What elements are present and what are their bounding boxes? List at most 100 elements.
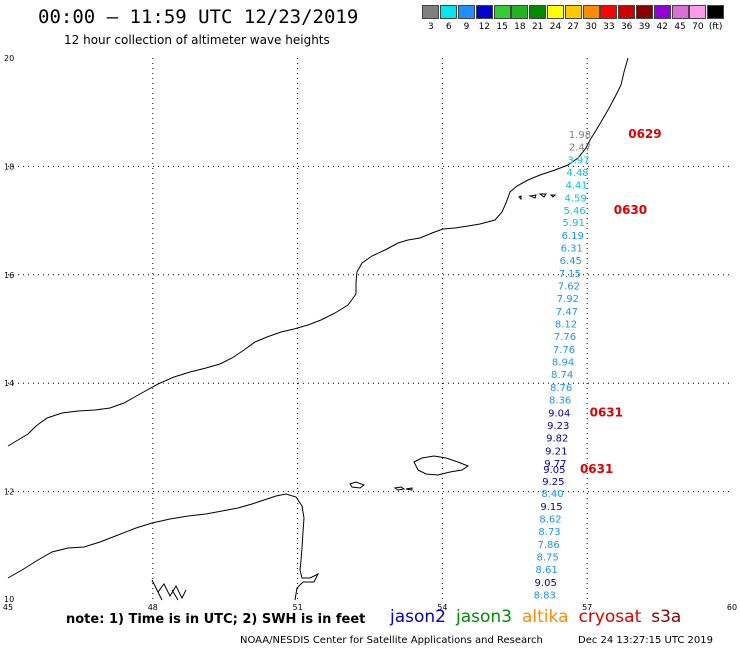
legend-bin: 6 xyxy=(440,5,458,32)
generated-timestamp: Dec 24 13:27:15 UTC 2019 xyxy=(578,635,713,646)
legend-label: 42 xyxy=(656,22,668,32)
wave-height-value: 7.47 xyxy=(556,307,578,318)
legend-swatch xyxy=(707,5,725,19)
pass-time-labels: 0629 0630 0631 0631 xyxy=(580,127,662,476)
legend-label: 9 xyxy=(463,22,470,32)
wave-height-value: 8.40 xyxy=(541,489,563,500)
legend-label: 18 xyxy=(514,22,526,32)
legend-bin: (ft) xyxy=(707,5,725,32)
lon-tick-label: 48 xyxy=(148,603,158,612)
legend-label: 6 xyxy=(445,22,452,32)
abd-al-kuri-island xyxy=(349,481,366,489)
wave-height-value: 5.91 xyxy=(563,218,585,229)
legend-label: 39 xyxy=(638,22,651,32)
legend-bin: 21 xyxy=(529,5,547,32)
legend-bin: 45 xyxy=(671,5,689,32)
pass-time-label: 0630 xyxy=(614,203,647,217)
legend-label: 27 xyxy=(567,22,579,32)
legend-label: 24 xyxy=(549,22,562,32)
wave-height-value: 8.75 xyxy=(536,553,558,564)
satellite-name: jason2 xyxy=(390,607,446,627)
altimeter-track: 1.982.47 3.97 4.484.41 4.59 5.465.91 6.19 6.31… xyxy=(534,130,592,602)
legend-swatch xyxy=(440,5,458,19)
legend-bin: 30 xyxy=(582,5,600,32)
legend-bin: 24 xyxy=(546,5,565,32)
legend-label: 3 xyxy=(428,22,434,32)
wave-height-color-legend: 3 6 9 12 15 18 21 24 27 30 33 36 39 42 45 70 (ft) xyxy=(422,5,725,32)
legend-label: 70 xyxy=(692,22,704,32)
wave-height-value: 7.76 xyxy=(554,332,576,343)
wave-height-value: 8.74 xyxy=(551,370,573,381)
wave-height-value: 7.76 xyxy=(553,345,575,356)
wave-height-value: 8.36 xyxy=(549,395,571,406)
legend-bin: 15 xyxy=(493,5,511,32)
lat-tick-label: 20 xyxy=(4,54,14,63)
legend-label: (ft) xyxy=(708,22,723,32)
satellite-name: altika xyxy=(522,607,569,627)
legend-swatch xyxy=(600,5,618,19)
legend-label: 45 xyxy=(674,22,686,32)
legend-swatch xyxy=(511,5,529,19)
wave-height-value: 8.83 xyxy=(534,591,556,602)
legend-swatch xyxy=(422,5,440,19)
lat-tick-label: 14 xyxy=(4,379,14,388)
legend-bin: 12 xyxy=(475,5,493,32)
legend-label: 33 xyxy=(603,22,615,32)
page-subtitle: 12 hour collection of altimeter wave hei… xyxy=(64,33,330,47)
lon-tick-label: 54 xyxy=(437,603,447,612)
legend-bin: 18 xyxy=(511,5,529,32)
wave-height-value: 8.76 xyxy=(550,383,572,394)
wave-height-value: 8.62 xyxy=(539,515,561,526)
lat-tick-label: 10 xyxy=(4,595,14,604)
wave-height-value: 6.31 xyxy=(561,244,583,255)
lon-tick-label: 51 xyxy=(293,603,303,612)
wave-height-value: 7.92 xyxy=(557,294,579,305)
wave-height-value: 8.12 xyxy=(555,320,577,331)
legend-swatch xyxy=(635,5,653,19)
wave-height-value: 9.77 xyxy=(544,459,566,470)
legend-swatch xyxy=(671,5,689,19)
legend-bin: 3 xyxy=(422,5,440,32)
credit-line: NOAA/NESDIS Center for Satellite Applica… xyxy=(240,635,543,646)
legend-bin: 27 xyxy=(564,5,582,32)
axis-tick-labels: 45 48 51 54 57 60 10 12 14 16 18 20 xyxy=(3,54,737,612)
wave-height-value: 2.47 xyxy=(569,142,591,153)
map-graticule xyxy=(8,58,732,600)
lon-tick-label: 57 xyxy=(582,603,592,612)
footnote: note: 1) Time is in UTC; 2) SWH is in fe… xyxy=(66,612,366,627)
wave-height-value: 9.04 xyxy=(548,408,570,419)
legend-bin: 36 xyxy=(618,5,636,32)
wave-height-value: 9.05 xyxy=(543,465,565,476)
satellite-name: s3a xyxy=(651,607,682,627)
lon-tick-label: 60 xyxy=(727,603,737,612)
pass-time-label: 0629 xyxy=(628,127,661,141)
wave-height-value: 6.45 xyxy=(560,256,582,267)
legend-label: 36 xyxy=(620,22,633,32)
wave-height-value: 3.97 xyxy=(567,155,589,166)
legend-label: 21 xyxy=(531,22,544,32)
wave-height-value: 7.86 xyxy=(537,540,559,551)
cape-guardafui-scribble xyxy=(151,579,187,601)
wave-height-value: 4.48 xyxy=(566,168,588,179)
legend-swatch xyxy=(475,5,493,19)
legend-label: 12 xyxy=(478,22,491,32)
legend-bin: 42 xyxy=(653,5,671,32)
wave-height-value: 8.61 xyxy=(536,565,558,576)
pass-time-label: 0631 xyxy=(590,405,623,419)
socotra-island xyxy=(413,455,470,476)
legend-bin: 9 xyxy=(457,5,476,32)
wave-height-value: 1.98 xyxy=(569,130,591,141)
lat-tick-label: 16 xyxy=(4,271,14,280)
wave-height-value: 5.46 xyxy=(564,206,586,217)
wave-height-value: 9.15 xyxy=(540,502,562,513)
kuria-muria-islands xyxy=(518,193,557,201)
wave-height-value: 8.94 xyxy=(552,358,574,369)
legend-swatch xyxy=(689,5,707,19)
wave-height-value: 9.25 xyxy=(542,477,564,488)
legend-bin: 33 xyxy=(600,5,618,32)
legend-swatch xyxy=(564,5,582,19)
somalia-coastline xyxy=(7,493,320,601)
satellite-name: jason3 xyxy=(456,607,512,627)
legend-swatch xyxy=(457,5,475,19)
